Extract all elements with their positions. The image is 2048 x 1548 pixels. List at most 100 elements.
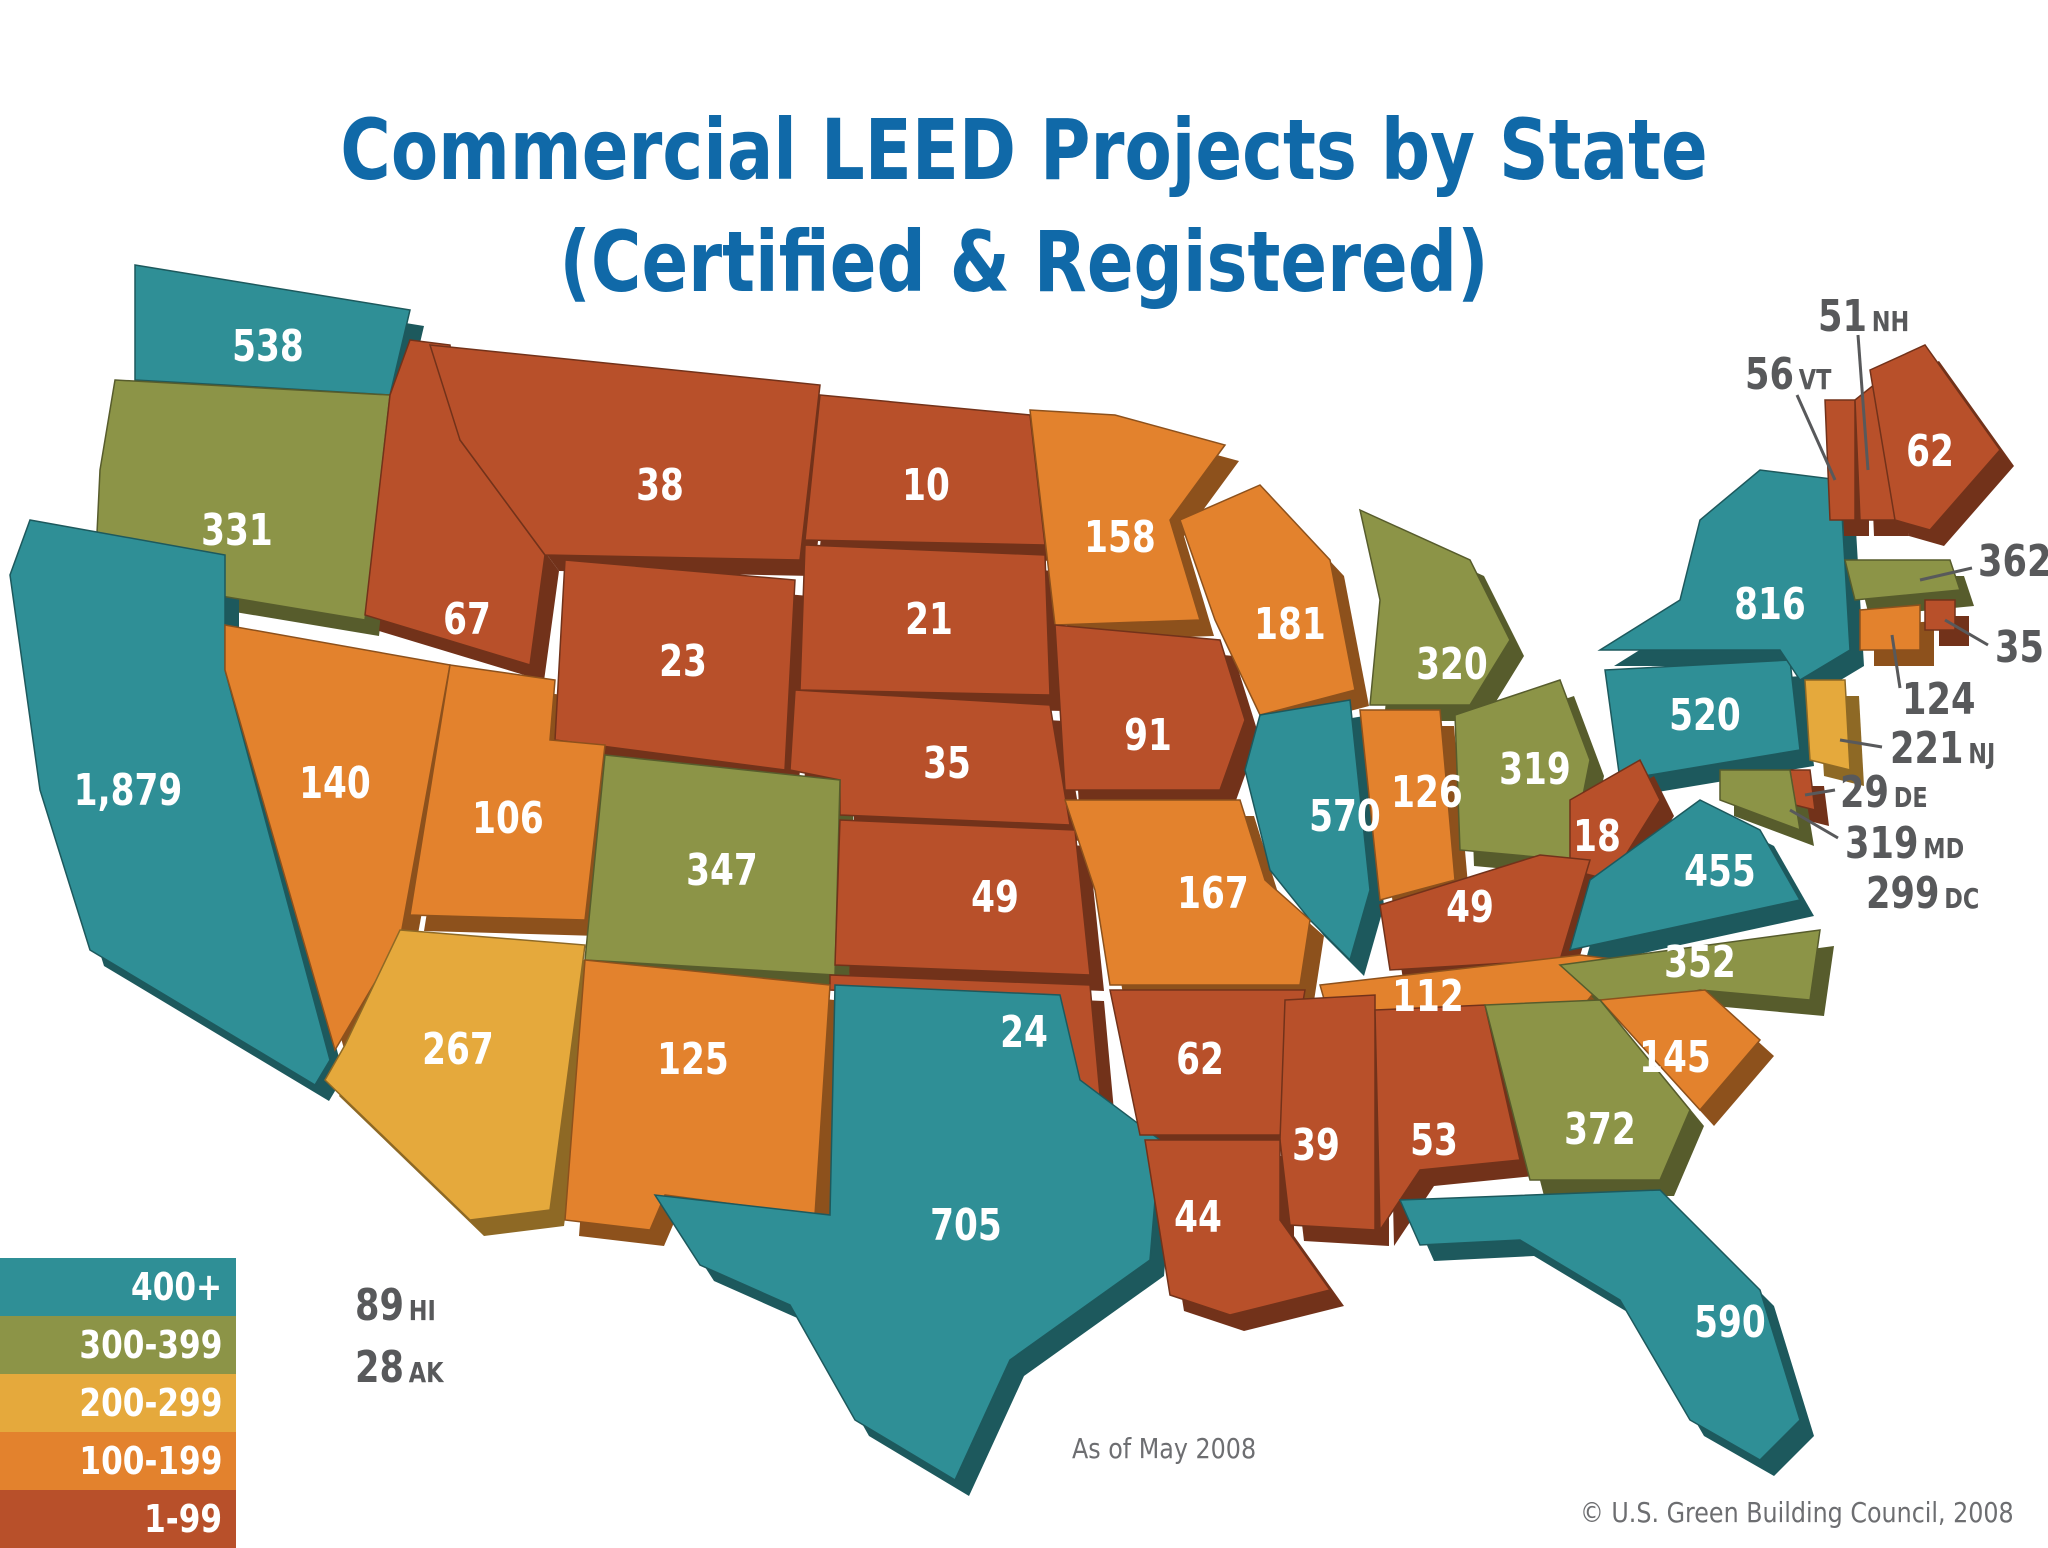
external-label-ct: 124 [1902,678,1975,722]
external-value-md: 319 [1845,818,1919,869]
state-value-tx: 705 [930,1200,1002,1251]
external-label-ma: 362 [1978,540,2048,584]
state-mt [428,344,821,561]
as-of-note: As of May 2008 [1072,1432,1257,1465]
state-ca [9,519,331,1087]
external-abbr-dc: DC [1944,882,1980,915]
state-sd [799,544,1051,696]
state-value-ks: 49 [971,872,1019,923]
state-nm [564,959,831,1231]
external-abbr-hi: HI [408,1294,436,1327]
state-value-mi: 320 [1416,639,1488,690]
external-value-dc: 299 [1866,868,1940,919]
state-me [1869,344,2001,531]
state-value-va: 455 [1684,846,1756,897]
state-value-wa: 538 [232,321,304,372]
external-value-ct: 124 [1902,674,1976,725]
state-ky [1379,854,1591,971]
state-value-mn: 158 [1084,512,1156,563]
external-abbr-nh: NH [1871,305,1910,338]
external-value-nh: 51 [1818,291,1867,342]
external-label-md: 319 MD [1845,822,1964,866]
legend-label: 1-99 [144,1497,222,1541]
external-abbr-md: MD [1923,832,1965,865]
state-vt [1824,399,1856,521]
state-value-pa: 520 [1669,690,1741,741]
state-nj [1804,679,1851,771]
state-value-mo: 167 [1177,868,1249,919]
state-ny [1597,469,1851,682]
state-la [1144,1139,1332,1316]
external-label-dc: 299 DC [1866,872,1979,916]
state-fl [1398,1189,1801,1461]
state-value-il: 570 [1309,791,1381,842]
state-ri [1924,599,1956,631]
state-value-fl: 590 [1694,1297,1766,1348]
state-value-nv: 140 [299,758,371,809]
state-value-wv: 18 [1573,811,1621,862]
state-mi [1358,508,1511,706]
leader-line-ri [1944,618,1989,647]
leader-line-nh [1856,334,1870,471]
state-mo [1063,799,1311,986]
map-title: Commercial LEED Projects by State [340,101,1708,199]
state-value-sd: 21 [905,594,953,645]
state-value-ut: 106 [472,793,544,844]
legend-swatch: 300-399 [0,1316,236,1374]
state-ut [409,664,606,921]
external-label-nh: 51 NH [1818,295,1909,339]
state-value-ca: 1,879 [73,765,183,816]
legend-swatch: 200-299 [0,1374,236,1432]
leader-line-de [1804,788,1836,797]
state-il [1244,699,1371,962]
external-label-de: 29 DE [1840,771,1928,815]
state-value-ms: 39 [1292,1120,1340,1171]
leader-line-md [1789,808,1839,840]
legend-label: 200-299 [78,1381,222,1425]
state-ne [789,689,1071,826]
state-value-co: 347 [686,845,758,896]
external-label-vt: 56 VT [1745,353,1831,397]
external-abbr-ak: AK [408,1356,444,1389]
state-value-ok: 24 [1000,1007,1048,1058]
state-value-ia: 91 [1124,710,1172,761]
state-value-az: 267 [422,1024,494,1075]
state-value-ar: 62 [1176,1034,1224,1085]
state-value-wi: 181 [1254,599,1326,650]
external-value-vt: 56 [1745,349,1794,400]
state-ia [1054,624,1246,791]
state-value-id: 67 [443,594,491,645]
state-value-ne: 35 [923,738,971,789]
state-value-la: 44 [1174,1192,1222,1243]
copyright: © U.S. Green Building Council, 2008 [1580,1496,2014,1529]
state-value-wy: 23 [659,636,707,687]
state-value-nd: 10 [902,460,950,511]
leader-line-nj [1839,738,1883,749]
state-value-sc: 145 [1639,1032,1711,1083]
legend-swatch: 1-99 [0,1490,236,1548]
external-value-ri: 35 [1995,622,2044,673]
leader-line-ma [1919,566,1973,582]
state-sc [1598,989,1762,1112]
state-value-mt: 38 [636,460,684,511]
state-md [1719,769,1801,832]
state-value-me: 62 [1906,426,1954,477]
legend-label: 300-399 [78,1323,222,1367]
external-label-ak: 28 AK [355,1346,443,1390]
state-wi [1179,484,1356,716]
state-shapes [9,264,2001,1482]
legend-label: 400+ [130,1265,222,1309]
leader-line-ct [1890,634,1902,689]
state-al [1374,1004,1521,1233]
state-value-or: 331 [201,505,273,556]
external-label-hi: 89 HI [355,1284,436,1328]
state-ga [1484,999,1691,1181]
state-value-ky: 49 [1446,882,1494,933]
map-subtitle: (Certified & Registered) [559,213,1489,311]
external-abbr-vt: VT [1798,363,1832,396]
leader-line-vt [1795,394,1837,481]
state-value-al: 53 [1410,1115,1458,1166]
legend-label: 100-199 [78,1439,222,1483]
state-in [1359,709,1456,901]
